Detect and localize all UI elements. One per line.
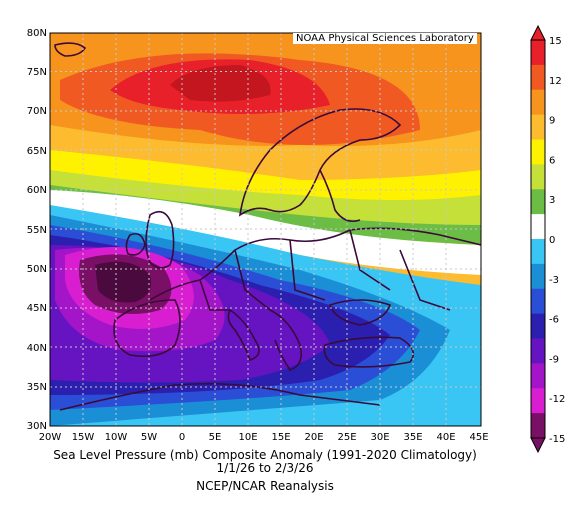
lon-label: 10W [105,432,128,443]
colorbar-label: -6 [549,315,559,326]
colorbar-label: 9 [549,116,555,127]
colorbar-swatch [531,164,545,190]
colorbar-label: 12 [549,76,562,87]
lat-label: 40N [27,343,47,354]
lon-label: 5E [209,432,222,443]
lat-label: 55N [27,225,47,236]
colorbar-swatch [531,114,545,140]
colorbar-swatch [531,388,545,414]
colorbar-swatch [531,239,545,265]
lat-label: 80N [27,28,47,39]
longitude-labels: 20W 15W 10W 5W 0 5E 10E 15E 20E 25E 30E … [39,432,489,443]
lat-label: 65N [27,146,47,157]
colorbar-swatch [531,313,545,339]
lon-label: 45E [469,432,488,443]
lon-label: 30E [370,432,389,443]
lon-label: 25E [337,432,356,443]
colorbar-label: 6 [549,155,555,166]
latitude-labels: 80N 75N 70N 65N 60N 55N 50N 45N 40N 35N … [27,28,47,432]
colorbar-min-arrow [530,437,546,454]
lat-lon-grid [50,33,481,426]
colorbar-label: -12 [549,394,565,405]
lat-label: 50N [27,264,47,275]
colorbar-labels: 15 12 9 6 3 0 -3 -6 -9 -12 -15 [549,36,565,445]
colorbar-swatch [531,363,545,389]
colorbar-swatch [531,413,545,439]
colorbar-swatch [531,189,545,215]
colorbar-frame [530,39,546,439]
colorbar-swatch [531,64,545,91]
colorbar-max-arrow [530,24,546,41]
colorbar [530,24,546,454]
lon-label: 10E [238,432,257,443]
plot-frame [49,32,482,427]
colorbar-swatch [531,263,545,290]
lat-label: 75N [27,67,47,78]
lon-label: 35E [403,432,422,443]
colorbar-label: -15 [549,434,565,445]
lon-label: 20W [39,432,62,443]
colorbar-label: 3 [549,195,555,206]
colorbar-swatch [531,139,545,165]
credit-label: NOAA Physical Sciences Laboratory [293,33,477,44]
date-range: 1/1/26 to 2/3/26 [216,461,314,475]
colorbar-swatch [531,338,545,364]
colorbar-swatch [531,288,545,315]
lon-label: 0 [179,432,185,443]
lat-label: 30N [27,421,47,432]
lon-label: 20E [304,432,323,443]
dataset-label: NCEP/NCAR Reanalysis [196,479,334,493]
lat-label: 45N [27,303,47,314]
lon-label: 40E [436,432,455,443]
lon-label: 5W [141,432,157,443]
colorbar-label: -9 [549,354,559,365]
lon-label: 15E [271,432,290,443]
map-title: Sea Level Pressure (mb) Composite Anomal… [53,448,477,462]
lon-label: 15W [72,432,95,443]
colorbar-swatch [531,214,545,240]
colorbar-swatch [531,89,545,116]
colorbar-swatch [531,40,545,66]
lat-label: 60N [27,185,47,196]
lat-label: 70N [27,106,47,117]
lat-label: 35N [27,382,47,393]
colorbar-label: 0 [549,235,555,246]
colorbar-label: 15 [549,36,562,47]
colorbar-label: -3 [549,275,559,286]
